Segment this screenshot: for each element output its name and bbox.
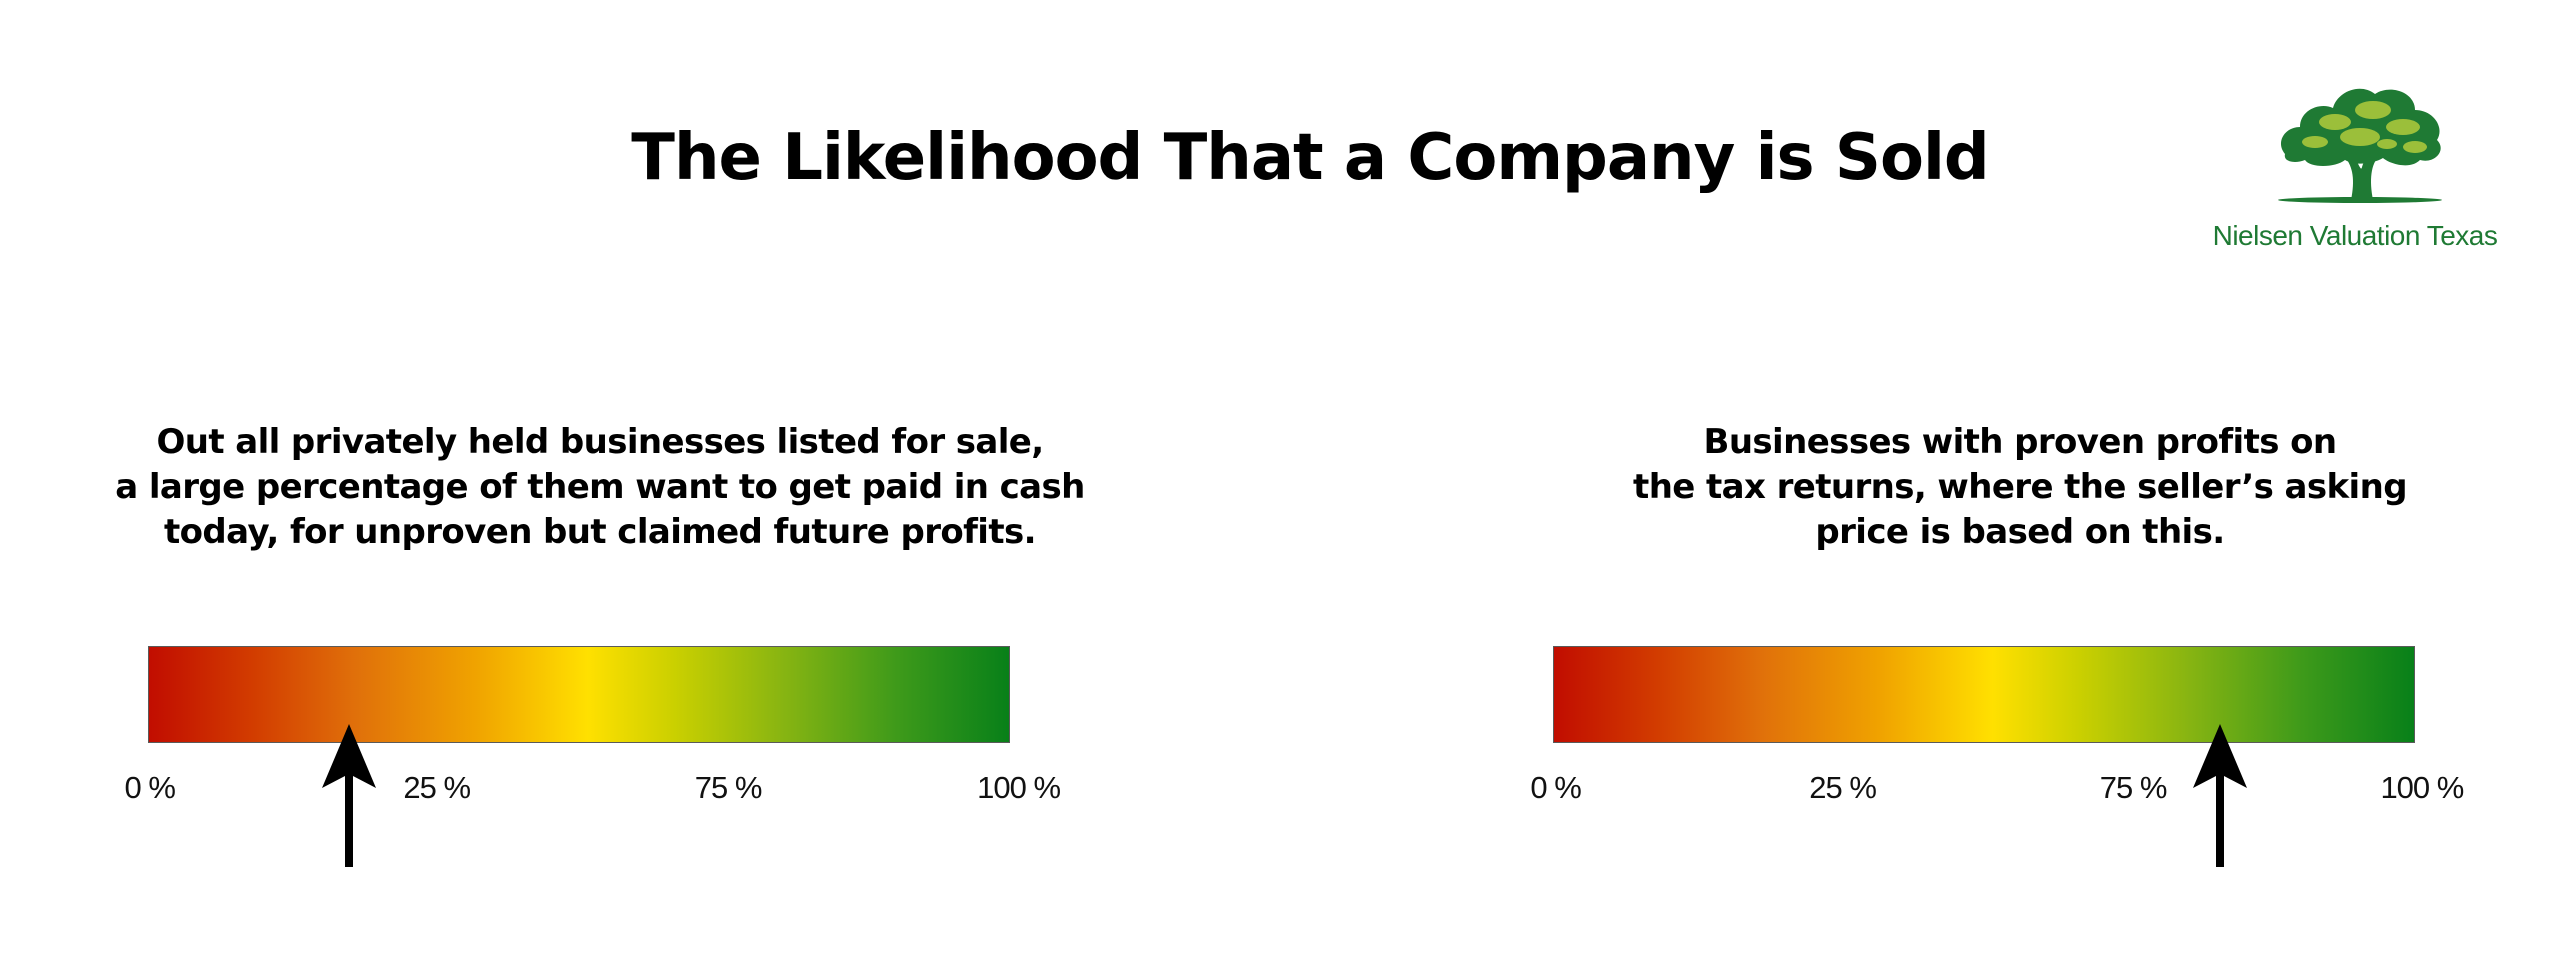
likelihood-gradient-bar	[148, 646, 1010, 743]
tick-label-25: 25 %	[403, 770, 471, 805]
page-title: The Likelihood That a Company is Sold	[631, 121, 1989, 195]
scale-labels: 0 % 25 % 75 % 100 %	[1530, 770, 2464, 810]
description-line: Businesses with proven profits on	[1703, 422, 2338, 462]
pointer-arrow-icon	[2193, 724, 2247, 867]
logo-text: Nielsen Valuation Texas	[2212, 220, 2498, 251]
description-line: the tax returns, where the seller’s aski…	[1633, 467, 2408, 507]
company-logo: Nielsen Valuation Texas	[2175, 72, 2535, 262]
tick-label-0: 0 %	[124, 770, 176, 805]
tick-label-75: 75 %	[2099, 770, 2168, 805]
tick-label-25: 25 %	[1809, 770, 1877, 805]
description-line: today, for unproven but claimed future p…	[164, 512, 1037, 552]
tick-label-100: 100 %	[2380, 770, 2464, 805]
pointer-arrow-icon	[322, 724, 376, 867]
scale-labels: 0 % 25 % 75 % 100 %	[125, 770, 1062, 810]
panel-description: Out all privately held businesses listed…	[0, 420, 1200, 555]
oak-tree-icon	[2278, 88, 2442, 203]
tick-label-100: 100 %	[977, 770, 1061, 805]
description-line: price is based on this.	[1815, 512, 2225, 552]
description-line: Out all privately held businesses listed…	[156, 422, 1044, 462]
description-line: a large percentage of them want to get p…	[115, 467, 1085, 507]
panel-description: Businesses with proven profits on the ta…	[1420, 420, 2560, 555]
tick-label-0: 0 %	[1530, 770, 1581, 805]
likelihood-gradient-bar	[1553, 646, 2415, 743]
tick-label-75: 75 %	[694, 770, 763, 805]
